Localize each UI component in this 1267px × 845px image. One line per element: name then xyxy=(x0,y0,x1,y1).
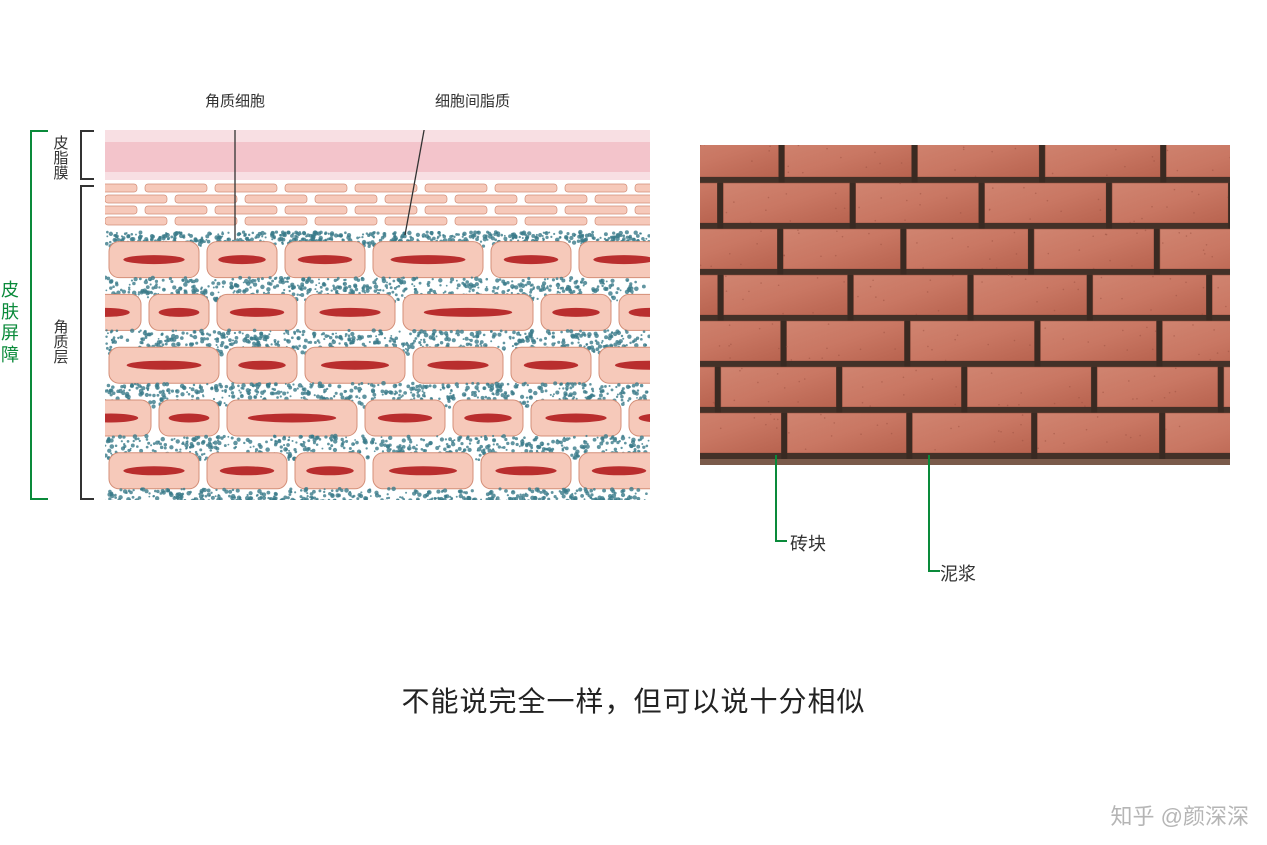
label-corneocyte: 角质细胞 xyxy=(205,90,265,111)
infographic-root: 皮肤屏障 皮脂膜 角质层 角质细胞 细胞间脂质 砖块 泥浆 不能说完全一样，但可… xyxy=(0,0,1267,845)
brick-wall xyxy=(700,145,1230,465)
mortar-label: 泥浆 xyxy=(940,560,976,586)
label-lipid: 细胞间脂质 xyxy=(435,90,510,111)
brick-label: 砖块 xyxy=(790,530,826,556)
main-bracket-label: 皮肤屏障 xyxy=(0,280,20,366)
brick-pointer-line-1 xyxy=(775,455,777,540)
caption-text: 不能说完全一样，但可以说十分相似 xyxy=(0,680,1267,720)
stratum-label: 角质层 xyxy=(52,320,70,365)
watermark: 知乎 @颜深深 xyxy=(1111,799,1249,831)
bracket-main xyxy=(30,130,48,500)
mortar-pointer-line-2 xyxy=(928,455,930,570)
bracket-sebum xyxy=(80,130,94,180)
skin-barrier-diagram: 皮肤屏障 皮脂膜 角质层 角质细胞 细胞间脂质 xyxy=(70,130,650,500)
brick-svg xyxy=(700,145,1230,465)
bracket-stratum xyxy=(80,185,94,500)
sebum-label: 皮脂膜 xyxy=(52,136,70,181)
skin-svg xyxy=(105,130,650,500)
